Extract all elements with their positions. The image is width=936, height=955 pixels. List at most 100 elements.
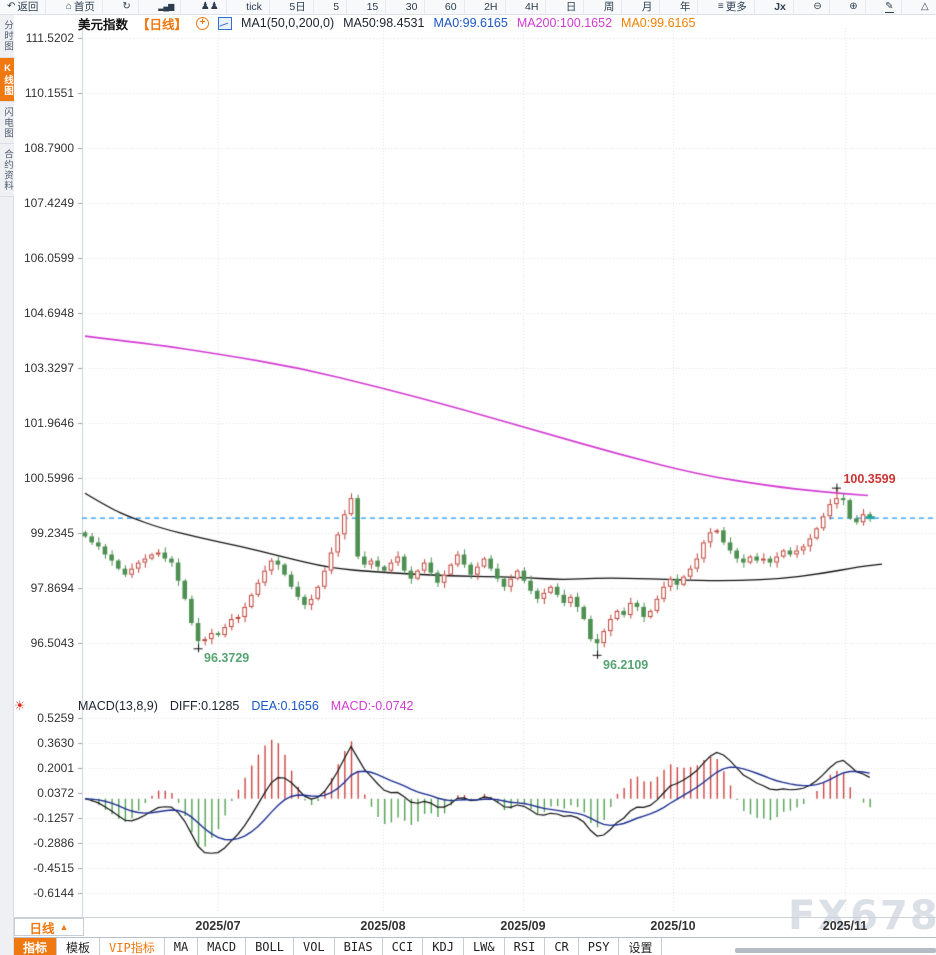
toolbar-item-更多[interactable]: ≡ 更多 [711,0,755,14]
rail-tab-闪电图[interactable]: 闪电图 [0,101,14,144]
toolbar-item-triangle[interactable]: △ [914,0,936,14]
indicator-tab-CR[interactable]: CR [545,938,579,955]
toolbar-item-月[interactable]: 月 [635,0,661,14]
macd-diff-value: DIFF:0.1285 [169,698,240,713]
ma200-value: MA200:100.1652 [516,16,613,30]
toolbar-item-pencil[interactable]: ✎ [878,0,902,14]
toolbar-item-5日[interactable]: 5日 [282,0,314,14]
horizontal-scrollbar[interactable] [735,948,936,953]
price-axis-label: 101.9646 [23,416,74,430]
macd-axis-label: 0.5259 [37,711,74,725]
macd-axis-label: -0.6144 [33,886,74,900]
ma0-blue-value: MA0:99.6165 [433,16,508,30]
indicator-tab-BOLL[interactable]: BOLL [246,938,294,955]
rail-tab-K线图[interactable]: K线图 [0,57,14,102]
toolbar-item-people[interactable]: ♟♟ [194,0,227,14]
toolbar-item-30[interactable]: 30 [399,0,426,14]
toolbar-item-2H[interactable]: 2H [477,0,506,14]
indicator-tab-LW&[interactable]: LW& [464,938,505,955]
indicator-tab-指标[interactable]: 指标 [14,938,58,955]
toolbar-item-Jx[interactable]: Jx [767,0,794,14]
chevron-up-icon: ▲ [59,922,69,932]
toolbar-item-日[interactable]: 日 [559,0,585,14]
macd-pane-header: MACD(13,8,9) DIFF:0.1285 DEA:0.1656 MACD… [78,698,413,713]
toolbar-item-refresh[interactable]: ↻ [115,0,139,14]
toolbar-label: 2H [484,1,498,13]
indicator-tab-RSI[interactable]: RSI [505,938,546,955]
back-arrow-icon: ↶ [7,1,16,12]
period-selector-button[interactable]: 日线 ▲ [14,918,84,936]
date-axis-label: 2025/09 [500,919,546,933]
toolbar-label: 5 [333,1,340,13]
toolbar-label: 5日 [289,1,306,13]
rail-tab-分时图[interactable]: 分时图 [0,15,14,58]
macd-axis-label: -0.4515 [33,861,74,875]
period-badge: 【日线】 [137,17,188,32]
price-axis-label: 99.2345 [30,526,74,540]
date-axis-label: 2025/10 [650,919,696,933]
date-axis-label: 2025/11 [822,919,868,933]
toolbar-label: 周 [603,1,615,13]
zoom-out-icon: ⊖ [813,1,822,12]
toolbar-label: 60 [444,1,457,13]
toolbar-label: 30 [405,1,418,13]
indicator-tab-BIAS[interactable]: BIAS [335,938,383,955]
toolbar-item-周[interactable]: 周 [597,0,623,14]
macd-axis-label: 0.3630 [37,736,74,750]
indicator-tab-模板[interactable]: 模板 [57,938,101,955]
price-axis-label: 97.8694 [30,581,74,595]
top-toolbar: ↶ 返回 ⌂ 首页 ↻ ▂▄▆ ♟♟ tick 5日 5 15 30 60 2H 4H 日 周 月 年 ≡ 更多 Jx ⊖ ⊕… [0,0,936,15]
rail-tab-合约资料[interactable]: 合约资料 [0,144,14,197]
toolbar-label: 15 [366,1,379,13]
macd-dea-value: DEA:0.1656 [251,698,319,713]
price-pane-header: 美元指数 【日线】 + MA1(50,0,200,0) MA50:98.4531… [78,15,696,32]
bar-chart-icon: ▂▄▆ [158,2,174,11]
toolbar-label: 年 [679,1,691,13]
macd-value: MACD:-0.0742 [330,698,414,713]
toolbar-label: tick [246,1,262,13]
macd-name: MACD(13,8,9) [78,698,158,713]
toolbar-item-bar-chart[interactable]: ▂▄▆ [151,0,182,14]
ma0-orange-value: MA0:99.6165 [621,16,696,30]
toolbar-item-年[interactable]: 年 [673,0,699,14]
indicator-tab-VOL[interactable]: VOL [294,938,335,955]
indicator-tab-PSY[interactable]: PSY [579,938,620,955]
toolbar-label: 首页 [73,1,95,13]
price-axis-label: 108.7900 [23,141,74,155]
indicator-tab-CCI[interactable]: CCI [383,938,424,955]
price-axis-label: 107.4249 [23,196,74,210]
people-icon: ♟♟ [200,1,219,12]
toolbar-label: 日 [565,1,577,13]
indicator-tab-MACD[interactable]: MACD [198,938,247,955]
period-selector-label: 日线 [29,921,55,936]
toolbar-item-返回[interactable]: ↶ 返回 [0,0,47,14]
indicator-tab-KDJ[interactable]: KDJ [423,938,464,955]
toolbar-label: Jx [774,1,786,13]
toolbar-label: 更多 [725,1,747,13]
toolbar-item-60[interactable]: 60 [438,0,465,14]
chart-type-rail: 分时图 K线图 闪电图 合约资料 [0,15,14,955]
indicator-settings-icon[interactable]: ☀ [14,698,26,713]
toolbar-label: 返回 [17,1,39,13]
toolbar-item-zoom-out[interactable]: ⊖ [806,0,830,14]
price-axis-label: 96.5043 [30,636,74,650]
toolbar-item-tick[interactable]: tick [239,0,270,14]
price-axis-label: 110.1551 [24,86,74,100]
triangle-icon: △ [920,1,929,12]
indicator-tab-MA[interactable]: MA [165,938,199,955]
indicator-tab-设置[interactable]: 设置 [619,938,663,955]
price-axis-label: 100.5996 [23,471,74,485]
add-compare-icon[interactable]: + [196,16,210,30]
toolbar-label: 月 [641,1,653,13]
ma-settings: MA1(50,0,200,0) [241,16,335,30]
toolbar-item-zoom-in[interactable]: ⊕ [842,0,866,14]
toolbar-item-15[interactable]: 15 [360,0,387,14]
price-axis-label: 106.0599 [23,251,74,265]
toolbar-item-4H[interactable]: 4H [518,0,547,14]
toolbar-item-5[interactable]: 5 [326,0,348,14]
indicator-tab-VIP指标[interactable]: VIP指标 [100,938,165,955]
date-axis-label: 2025/07 [195,919,241,933]
toolbar-item-首页[interactable]: ⌂ 首页 [59,0,103,14]
line-chart-icon[interactable] [218,16,233,30]
